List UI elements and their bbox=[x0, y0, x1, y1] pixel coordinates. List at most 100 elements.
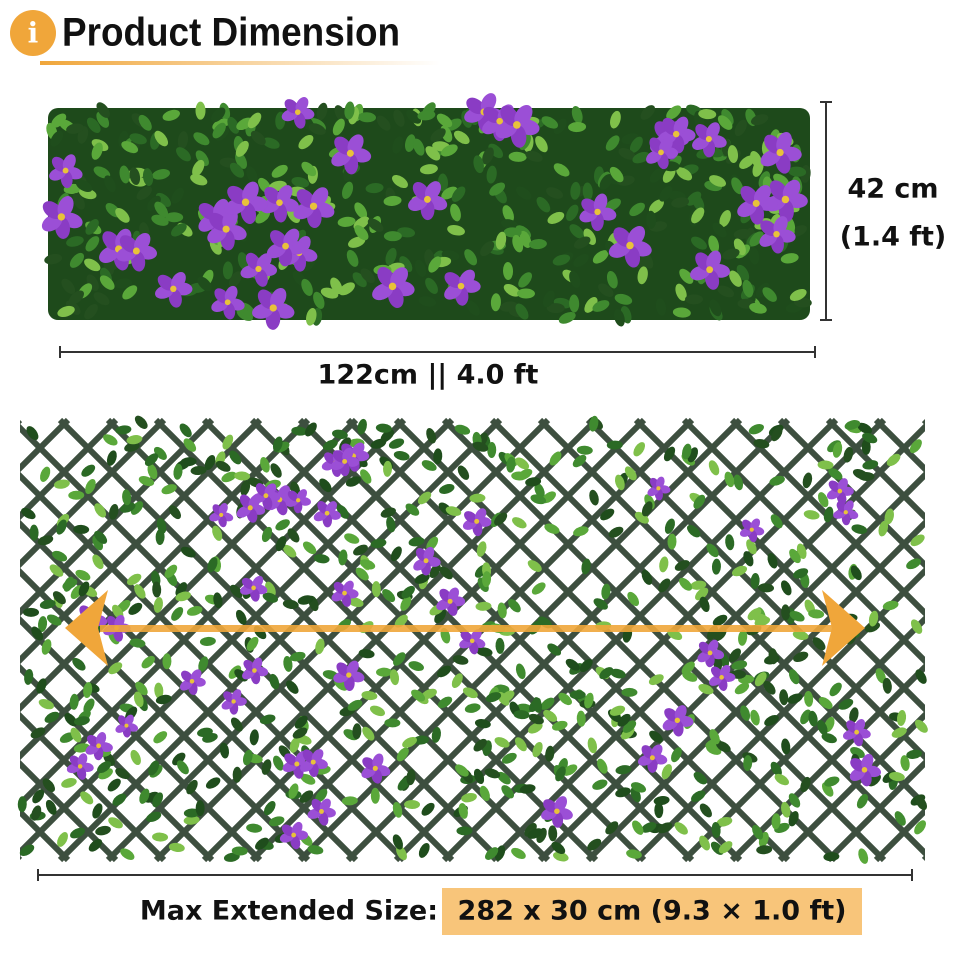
leaf bbox=[119, 165, 130, 184]
leaf bbox=[229, 584, 243, 598]
leaf bbox=[393, 652, 406, 666]
leaf bbox=[36, 678, 47, 694]
leaf bbox=[659, 556, 669, 573]
leaf bbox=[527, 722, 543, 734]
leaf bbox=[134, 415, 148, 429]
leaf bbox=[609, 166, 624, 183]
leaf bbox=[165, 212, 184, 223]
petal bbox=[209, 212, 228, 231]
leaf bbox=[482, 147, 494, 165]
lattice-bar bbox=[777, 417, 960, 605]
petal bbox=[134, 232, 151, 252]
leaf bbox=[332, 429, 348, 440]
leaf bbox=[573, 236, 591, 249]
leaf bbox=[84, 258, 101, 272]
leaf bbox=[64, 713, 78, 727]
leaf bbox=[849, 707, 859, 724]
petal bbox=[295, 97, 309, 113]
leaf bbox=[473, 768, 485, 785]
leaf bbox=[456, 826, 473, 836]
flower-center bbox=[773, 230, 780, 238]
leaf bbox=[115, 425, 132, 435]
petal bbox=[776, 131, 792, 153]
leaf bbox=[503, 284, 521, 297]
leaf bbox=[724, 471, 735, 488]
leaf bbox=[545, 745, 555, 762]
leaf bbox=[31, 626, 44, 641]
flower-center bbox=[269, 304, 277, 312]
petal bbox=[362, 757, 377, 770]
leaf bbox=[332, 118, 345, 136]
leaf bbox=[633, 442, 646, 457]
leaf bbox=[610, 110, 621, 129]
petal bbox=[719, 664, 731, 678]
leaf bbox=[193, 132, 210, 146]
leaf bbox=[546, 303, 565, 314]
leaf bbox=[502, 205, 514, 223]
leaf bbox=[699, 596, 710, 613]
leaf bbox=[482, 571, 492, 588]
leaf bbox=[579, 658, 593, 673]
leaf bbox=[154, 682, 164, 699]
leaf bbox=[451, 673, 463, 689]
petal bbox=[181, 670, 193, 683]
flower-center bbox=[706, 266, 714, 274]
leaf bbox=[205, 777, 221, 789]
leaf bbox=[565, 658, 580, 671]
leaf bbox=[512, 517, 527, 529]
leaf bbox=[613, 309, 625, 327]
leaf bbox=[352, 272, 367, 288]
leaf bbox=[85, 219, 99, 235]
petal bbox=[62, 154, 76, 171]
leaf bbox=[154, 201, 169, 218]
leaf bbox=[439, 566, 453, 580]
leaf bbox=[354, 202, 368, 219]
flower-center bbox=[241, 198, 250, 206]
leaf bbox=[195, 800, 205, 817]
petal bbox=[231, 689, 242, 702]
leaf bbox=[528, 239, 547, 250]
leaf bbox=[275, 536, 287, 552]
leaf bbox=[175, 591, 191, 602]
leaf bbox=[370, 538, 387, 549]
leaf bbox=[541, 116, 559, 129]
leaf bbox=[144, 453, 159, 467]
leaf bbox=[152, 581, 162, 598]
leaf bbox=[514, 737, 527, 752]
leaf bbox=[300, 773, 316, 785]
flower-center bbox=[861, 767, 868, 773]
leaf bbox=[85, 478, 96, 495]
petal bbox=[773, 216, 788, 235]
leaf bbox=[393, 109, 405, 127]
leaf bbox=[648, 674, 664, 686]
leaf bbox=[176, 760, 189, 775]
leaf bbox=[764, 714, 779, 727]
leaf bbox=[164, 564, 178, 578]
leaf bbox=[587, 737, 598, 754]
leaf bbox=[649, 167, 664, 183]
petal bbox=[627, 226, 646, 247]
leaf bbox=[658, 578, 671, 593]
petal bbox=[190, 669, 202, 682]
leaf bbox=[599, 174, 613, 191]
lattice-bar bbox=[441, 417, 887, 863]
leaf bbox=[155, 192, 171, 207]
leaf bbox=[72, 193, 85, 210]
leaf bbox=[589, 415, 599, 432]
leaf bbox=[535, 135, 548, 153]
petal bbox=[424, 181, 441, 201]
leaf bbox=[804, 690, 814, 707]
leaf bbox=[858, 471, 875, 481]
leaf bbox=[397, 227, 416, 238]
leaf bbox=[94, 503, 107, 518]
leaf bbox=[436, 113, 453, 128]
leaf bbox=[222, 261, 233, 280]
leaf bbox=[392, 136, 404, 154]
leaf bbox=[447, 224, 465, 236]
lattice-bar bbox=[537, 417, 960, 845]
leaf bbox=[698, 683, 714, 695]
leaf bbox=[770, 514, 783, 529]
leaf bbox=[896, 710, 907, 726]
leaf bbox=[503, 261, 514, 280]
